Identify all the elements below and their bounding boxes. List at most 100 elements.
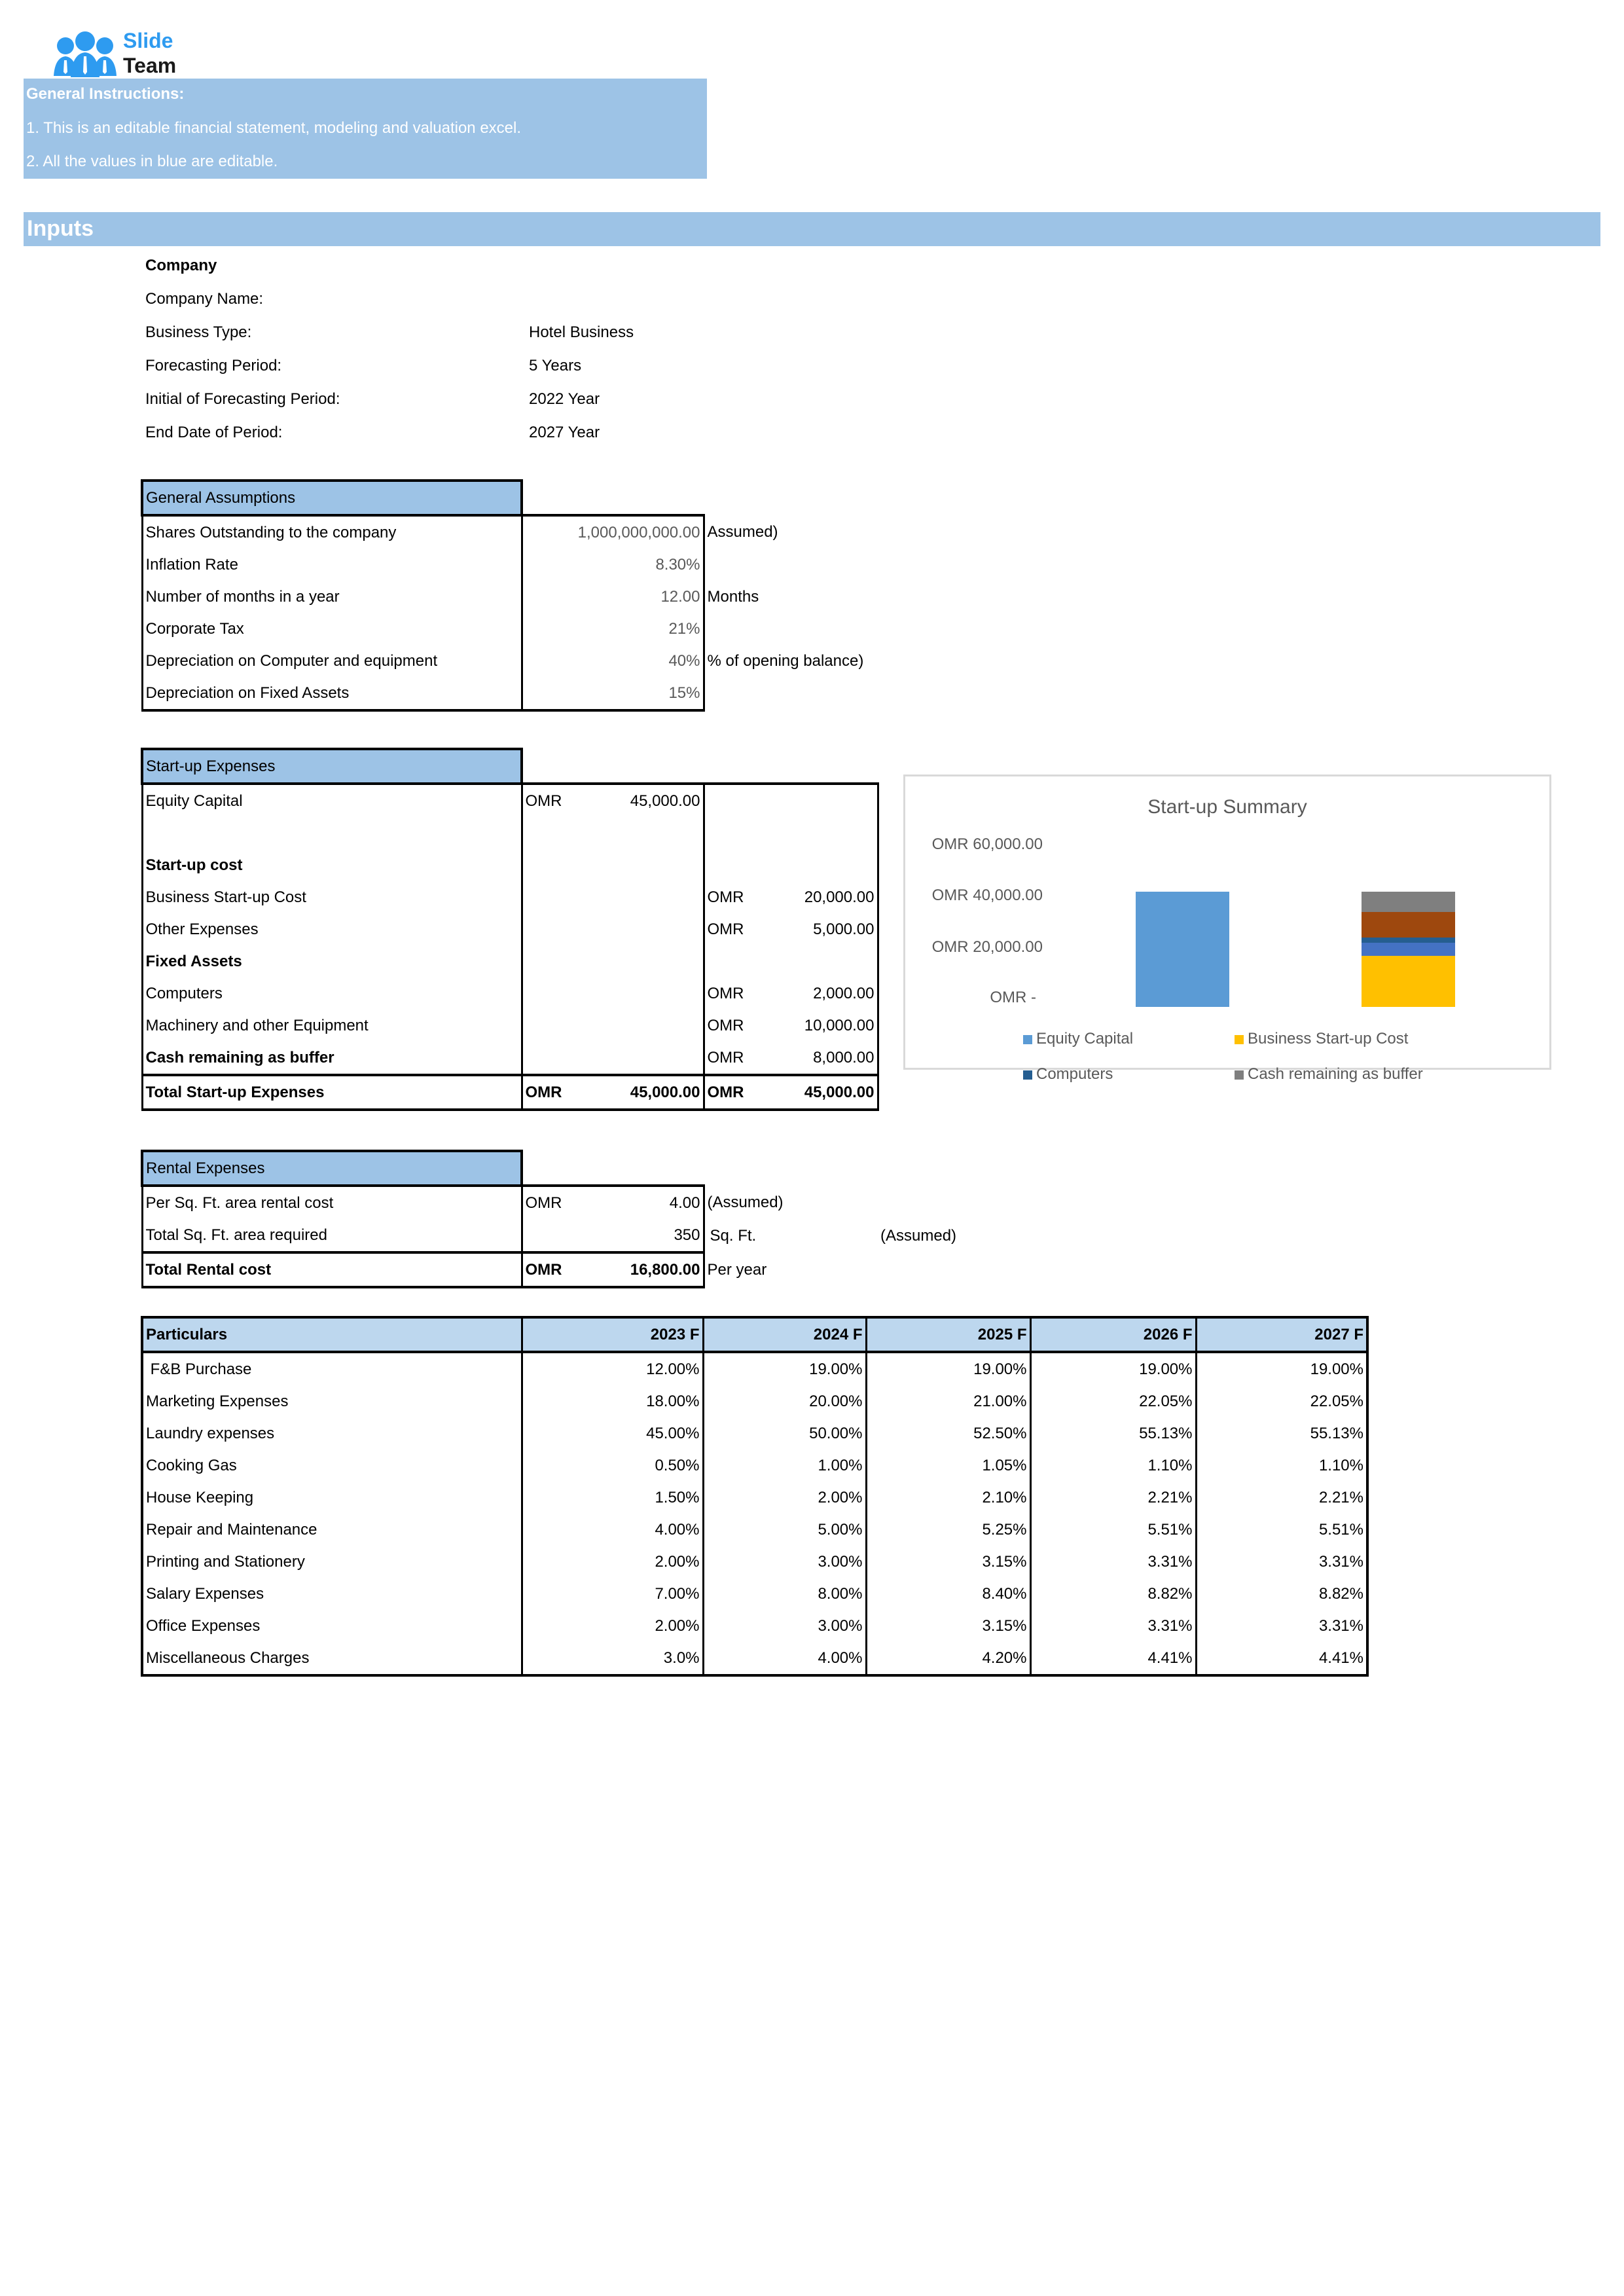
percentage-cell[interactable]: 3.0% (522, 1642, 704, 1675)
percentage-cell[interactable]: 4.00% (522, 1514, 704, 1546)
particulars-table: Particulars 2023 F 2024 F 2025 F 2026 F … (141, 1316, 1369, 1677)
forecasting-period-value[interactable]: 5 Years (529, 357, 582, 374)
percentage-cell[interactable]: 1.10% (1318, 1456, 1363, 1474)
percentage-cell[interactable]: 5.25% (866, 1514, 1032, 1546)
bar-equity-capital[interactable] (1136, 892, 1229, 1007)
percentage-cell[interactable]: 2.00% (522, 1546, 704, 1578)
row-note (704, 677, 878, 710)
percentage-cell[interactable]: 0.50% (522, 1449, 704, 1482)
percentage-cell[interactable]: 2.00% (522, 1610, 704, 1642)
row-label: Machinery and other Equipment (141, 1010, 523, 1042)
computers-value[interactable]: 2,000.00 (769, 977, 879, 1010)
row-label: House Keeping (142, 1482, 523, 1514)
per-sqft-rental-value[interactable]: 4.00 (587, 1186, 705, 1219)
percentage-cell[interactable]: 1.50% (522, 1482, 704, 1514)
percentage-cell[interactable]: 3.31% (1030, 1610, 1197, 1642)
row-note: Months (707, 587, 759, 606)
percentage-cell[interactable]: 55.13% (1030, 1417, 1197, 1449)
total-rental-cost-value: 16,800.00 (587, 1251, 705, 1288)
bar-cash-buffer[interactable] (1362, 892, 1455, 912)
percentage-cell[interactable]: 1.00% (703, 1449, 867, 1482)
equity-capital-value[interactable]: 45,000.00 (587, 784, 705, 817)
percentage-cell[interactable]: 19.00% (866, 1352, 1032, 1385)
percentage-cell[interactable]: 19.00% (1310, 1360, 1363, 1378)
percentage-cell[interactable]: 21.00% (866, 1385, 1032, 1417)
percentage-cell[interactable]: 3.31% (1030, 1546, 1197, 1578)
machinery-value[interactable]: 10,000.00 (769, 1010, 879, 1042)
business-type-value[interactable]: Hotel Business (529, 323, 634, 341)
row-label: Inflation Rate (141, 549, 523, 581)
percentage-cell[interactable]: 3.15% (866, 1610, 1032, 1642)
company-name-value[interactable] (529, 282, 660, 316)
percentage-cell[interactable]: 1.10% (1030, 1449, 1197, 1482)
percentage-cell[interactable]: 4.41% (1318, 1649, 1363, 1667)
startup-expenses-table: Start-up Expenses Equity Capital OMR 45,… (141, 748, 879, 1111)
currency: OMR (525, 1194, 562, 1212)
percentage-cell[interactable]: 2.00% (703, 1482, 867, 1514)
months-in-year-value[interactable]: 12.00 (522, 581, 705, 613)
row-label: Depreciation on Fixed Assets (141, 677, 523, 712)
percentage-cell[interactable]: 2.21% (1030, 1482, 1197, 1514)
percentage-cell[interactable]: 4.20% (866, 1642, 1032, 1675)
percentage-cell[interactable]: 2.21% (1318, 1488, 1363, 1506)
percentage-cell[interactable]: 8.82% (1318, 1584, 1363, 1603)
percentage-cell[interactable]: 45.00% (522, 1417, 704, 1449)
end-date-value[interactable]: 2027 Year (529, 424, 600, 441)
bar-business-startup-cost[interactable] (1362, 956, 1455, 1007)
percentage-cell[interactable]: 8.40% (866, 1578, 1032, 1610)
inflation-rate-value[interactable]: 8.30% (522, 549, 705, 581)
percentage-cell[interactable]: 3.00% (703, 1546, 867, 1578)
percentage-cell[interactable]: 3.31% (1318, 1552, 1363, 1571)
percentage-cell[interactable]: 5.51% (1318, 1520, 1363, 1539)
legend-item-equity-capital: Equity Capital (1023, 1030, 1133, 1048)
column-header: Particulars (142, 1317, 523, 1353)
percentage-cell[interactable]: 18.00% (522, 1385, 704, 1417)
percentage-cell[interactable]: 4.00% (703, 1642, 867, 1675)
percentage-cell[interactable]: 8.82% (1030, 1578, 1197, 1610)
percentage-cell[interactable]: 22.05% (1030, 1385, 1197, 1417)
company-heading: Company (145, 257, 217, 274)
table-row: Printing and Stationery 2.00% 3.00% 3.15% 3.… (142, 1546, 1367, 1578)
percentage-cell[interactable]: 2.10% (866, 1482, 1032, 1514)
total-area-value[interactable]: 350 (587, 1219, 705, 1252)
percentage-cell[interactable]: 5.00% (703, 1514, 867, 1546)
initial-period-value[interactable]: 2022 Year (529, 390, 600, 408)
business-startup-cost-value[interactable]: 20,000.00 (769, 881, 879, 913)
initial-period-label: Initial of Forecasting Period: (145, 390, 340, 408)
bar-computers[interactable] (1362, 938, 1455, 943)
percentage-cell[interactable]: 3.00% (703, 1610, 867, 1642)
y-tick-label: OMR - (990, 989, 1036, 1006)
row-label: Laundry expenses (142, 1417, 523, 1449)
other-expenses-value[interactable]: 5,000.00 (769, 913, 879, 945)
logo-text-slide: Slide (123, 29, 173, 52)
percentage-cell[interactable]: 52.50% (866, 1417, 1032, 1449)
currency: OMR (707, 984, 744, 1002)
percentage-cell[interactable]: 3.15% (866, 1546, 1032, 1578)
corporate-tax-value[interactable]: 21% (522, 613, 705, 645)
percentage-cell[interactable]: 19.00% (703, 1352, 867, 1385)
depreciation-computer-value[interactable]: 40% (522, 645, 705, 677)
startup-summary-chart[interactable]: Start-up Summary OMR 60,000.00 OMR 40,00… (903, 774, 1551, 1083)
percentage-cell[interactable]: 19.00% (1030, 1352, 1197, 1385)
percentage-cell[interactable]: 3.31% (1318, 1616, 1363, 1635)
percentage-cell[interactable]: 20.00% (703, 1385, 867, 1417)
fixed-assets-heading: Fixed Assets (141, 945, 523, 977)
row-label: Repair and Maintenance (142, 1514, 523, 1546)
row-label: Total Sq. Ft. area required (141, 1219, 523, 1252)
table-row: Repair and Maintenance 4.00% 5.00% 5.25% 5.5… (142, 1514, 1367, 1546)
bar-machinery[interactable] (1362, 912, 1455, 938)
percentage-cell[interactable]: 5.51% (1030, 1514, 1197, 1546)
row-label: Office Expenses (142, 1610, 523, 1642)
depreciation-fixed-assets-value[interactable]: 15% (522, 677, 705, 712)
percentage-cell[interactable]: 8.00% (703, 1578, 867, 1610)
percentage-cell[interactable]: 4.41% (1030, 1642, 1197, 1675)
percentage-cell[interactable]: 1.05% (866, 1449, 1032, 1482)
bar-other-expenses[interactable] (1362, 943, 1455, 956)
y-tick-label: OMR 40,000.00 (931, 886, 1043, 904)
percentage-cell[interactable]: 55.13% (1310, 1424, 1363, 1442)
percentage-cell[interactable]: 22.05% (1310, 1392, 1363, 1410)
percentage-cell[interactable]: 12.00% (522, 1352, 704, 1385)
percentage-cell[interactable]: 50.00% (703, 1417, 867, 1449)
shares-outstanding-value[interactable]: 1,000,000,000.00 (522, 515, 705, 549)
percentage-cell[interactable]: 7.00% (522, 1578, 704, 1610)
